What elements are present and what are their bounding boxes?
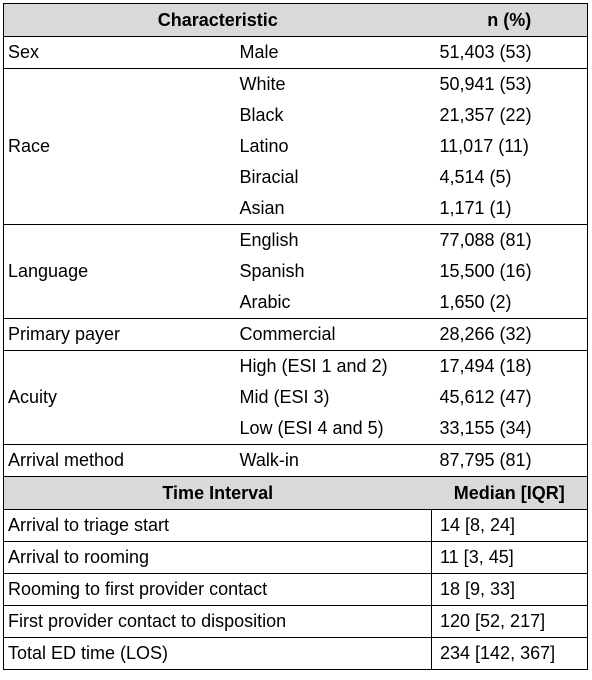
table-row: Sex Male 51,403 (53) — [3, 36, 588, 69]
group-label: Arrival method — [3, 444, 232, 477]
interval-label: Rooming to first provider contact — [3, 573, 432, 606]
category-cell: Latino — [239, 136, 289, 156]
group-label: Primary payer — [3, 318, 232, 351]
count-cell: 4,514 (5) — [439, 167, 512, 187]
interval-row: Total ED time (LOS) 234 [142, 367] — [3, 637, 588, 670]
count-cell: 50,941 (53) — [431, 68, 588, 100]
group-label: Sex — [3, 36, 232, 69]
category-cell: Mid (ESI 3) — [239, 387, 330, 407]
median-cell: 14 [8, 24] — [431, 509, 588, 542]
header-cell: Time Interval — [3, 476, 432, 510]
count-cell: 33,155 (34) — [439, 418, 532, 438]
category-cell: White — [231, 68, 432, 100]
count-cell: 77,088 (81) — [431, 224, 588, 256]
table-row: Primary payer Commercial 28,266 (32) — [3, 318, 588, 351]
table-row: Black 21,357 (22) — [4, 100, 588, 131]
header-cell: Median [IQR] — [431, 476, 588, 510]
category-cell: Low (ESI 4 and 5) — [239, 418, 384, 438]
category-cell: Walk-in — [231, 444, 432, 477]
category-cell: Spanish — [239, 261, 305, 281]
median-cell: 120 [52, 217] — [431, 605, 588, 638]
table-row: Low (ESI 4 and 5) 33,155 (34) — [4, 413, 588, 445]
table-body: Sex Male 51,403 (53) Race White 50,941 (53) Bl… — [3, 36, 588, 670]
header-cell: Characteristic — [3, 3, 432, 37]
interval-row: Rooming to first provider contact 18 [9, … — [3, 573, 588, 606]
table-row: Arrival method Walk-in 87,795 (81) — [3, 444, 588, 477]
category-cell: Male — [231, 36, 432, 69]
interval-label: Arrival to triage start — [3, 509, 432, 542]
category-cell: Biracial — [239, 167, 299, 187]
table-row: Arabic 1,650 (2) — [4, 287, 588, 319]
count-cell: 45,612 (47) — [439, 387, 532, 407]
interval-label: Total ED time (LOS) — [3, 637, 432, 670]
median-cell: 234 [142, 367] — [431, 637, 588, 670]
group-label: Race — [3, 68, 232, 225]
count-cell: 11,017 (11) — [439, 136, 529, 156]
count-cell: 1,171 (1) — [439, 198, 512, 218]
count-cell: 28,266 (32) — [431, 318, 588, 351]
table-row: Asian 1,171 (1) — [4, 193, 588, 225]
median-cell: 11 [3, 45] — [431, 541, 588, 574]
category-cell: High (ESI 1 and 2) — [231, 350, 432, 382]
interval-label: First provider contact to disposition — [3, 605, 432, 638]
table-row: Acuity High (ESI 1 and 2) 17,494 (18) — [3, 350, 588, 445]
table-row: Biracial 4,514 (5) — [4, 162, 588, 193]
median-cell: 18 [9, 33] — [431, 573, 588, 606]
count-cell: 15,500 (16) — [439, 261, 532, 281]
interval-row: First provider contact to disposition 120… — [3, 605, 588, 638]
count-cell: 21,357 (22) — [439, 105, 532, 125]
count-cell: 17,494 (18) — [431, 350, 588, 382]
count-cell: 87,795 (81) — [431, 444, 588, 477]
table-row: Latino 11,017 (11) — [4, 131, 588, 162]
header-cell: n (%) — [431, 3, 588, 37]
table-row: Language English 77,088 (81) — [3, 224, 588, 319]
header-row: Characteristic n (%) — [3, 3, 588, 37]
count-cell: 1,650 (2) — [439, 292, 512, 312]
interval-label: Arrival to rooming — [3, 541, 432, 574]
count-cell: 51,403 (53) — [431, 36, 588, 69]
category-cell: Asian — [239, 198, 285, 218]
group-label: Acuity — [3, 350, 232, 445]
characteristics-table: Characteristic n (%) Sex Male 51,403 (53) R… — [3, 3, 588, 670]
interval-header-row: Time Interval Median [IQR] — [3, 476, 588, 510]
group-label: Language — [3, 224, 232, 319]
category-cell: English — [231, 224, 432, 256]
category-cell: Black — [239, 105, 284, 125]
table-row: Race White 50,941 (53) — [3, 68, 588, 225]
interval-row: Arrival to triage start 14 [8, 24] — [3, 509, 588, 542]
table-row: Spanish 15,500 (16) — [4, 256, 588, 287]
category-cell: Arabic — [239, 292, 291, 312]
interval-row: Arrival to rooming 11 [3, 45] — [3, 541, 588, 574]
category-cell: Commercial — [231, 318, 432, 351]
table-row: Mid (ESI 3) 45,612 (47) — [4, 382, 588, 413]
